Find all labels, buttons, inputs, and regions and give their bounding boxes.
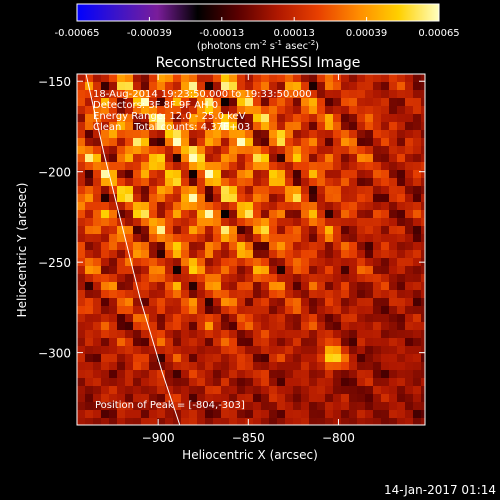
heatmap-image	[77, 74, 425, 425]
x-axis-label: Heliocentric X (arcsec)	[182, 448, 318, 462]
colorbar-unit-label: (photons cm-2 s-1 asec-2)	[197, 39, 319, 52]
info-annotation: 18-Aug-2014 19:23:50.000 to 19:33:50.000…	[93, 89, 312, 411]
y-tick-label: −300	[38, 347, 71, 361]
y-tick-label: −150	[38, 75, 71, 89]
colorbar-strip	[76, 3, 440, 22]
colorbar-tick-label: -0.00065	[55, 28, 100, 39]
x-tick-label: −850	[232, 431, 265, 445]
colorbar-tick-label: -0.00039	[127, 28, 172, 39]
colorbar: -0.00065 -0.00039 -0.00013 0.00013 0.00039 0.…	[55, 3, 460, 52]
info-line-energy: Energy Range: 12.0 - 25.0 keV	[93, 111, 246, 122]
footer-timestamp: 14-Jan-2017 01:14	[384, 483, 496, 497]
x-axis-ticks: −900 −850 −800	[142, 74, 355, 445]
chart-title: Reconstructed RHESSI Image	[156, 55, 361, 71]
colorbar-tick-label: 0.00039	[346, 28, 387, 39]
info-line-clean: Clean Total counts: 4.37E+03	[93, 122, 250, 133]
y-tick-label: −250	[38, 256, 71, 270]
solar-limb-curve	[85, 74, 181, 425]
colorbar-tick-label: 0.00065	[418, 28, 459, 39]
y-axis-ticks: −150 −200 −250 −300	[38, 75, 425, 361]
colorbar-ticks: -0.00065 -0.00039 -0.00013 0.00013 0.00039 0.…	[55, 17, 460, 39]
y-tick-label: −200	[38, 166, 71, 180]
colorbar-tick-label: 0.00013	[274, 28, 315, 39]
colorbar-tick-label: -0.00013	[199, 28, 244, 39]
x-tick-label: −900	[142, 431, 175, 445]
info-line-detectors: Detectors: 3F 8F 9F AH 0	[93, 100, 218, 111]
plot-area: −900 −850 −800 −150 −200 −250 −300	[38, 73, 426, 445]
x-tick-label: −800	[322, 431, 355, 445]
info-line-time: 18-Aug-2014 19:23:50.000 to 19:33:50.000	[93, 89, 312, 100]
y-axis-label: Heliocentric Y (arcsec)	[15, 183, 29, 318]
plot-frame	[76, 73, 426, 426]
peak-position-label: Position of Peak = [-804,-303]	[95, 400, 245, 411]
